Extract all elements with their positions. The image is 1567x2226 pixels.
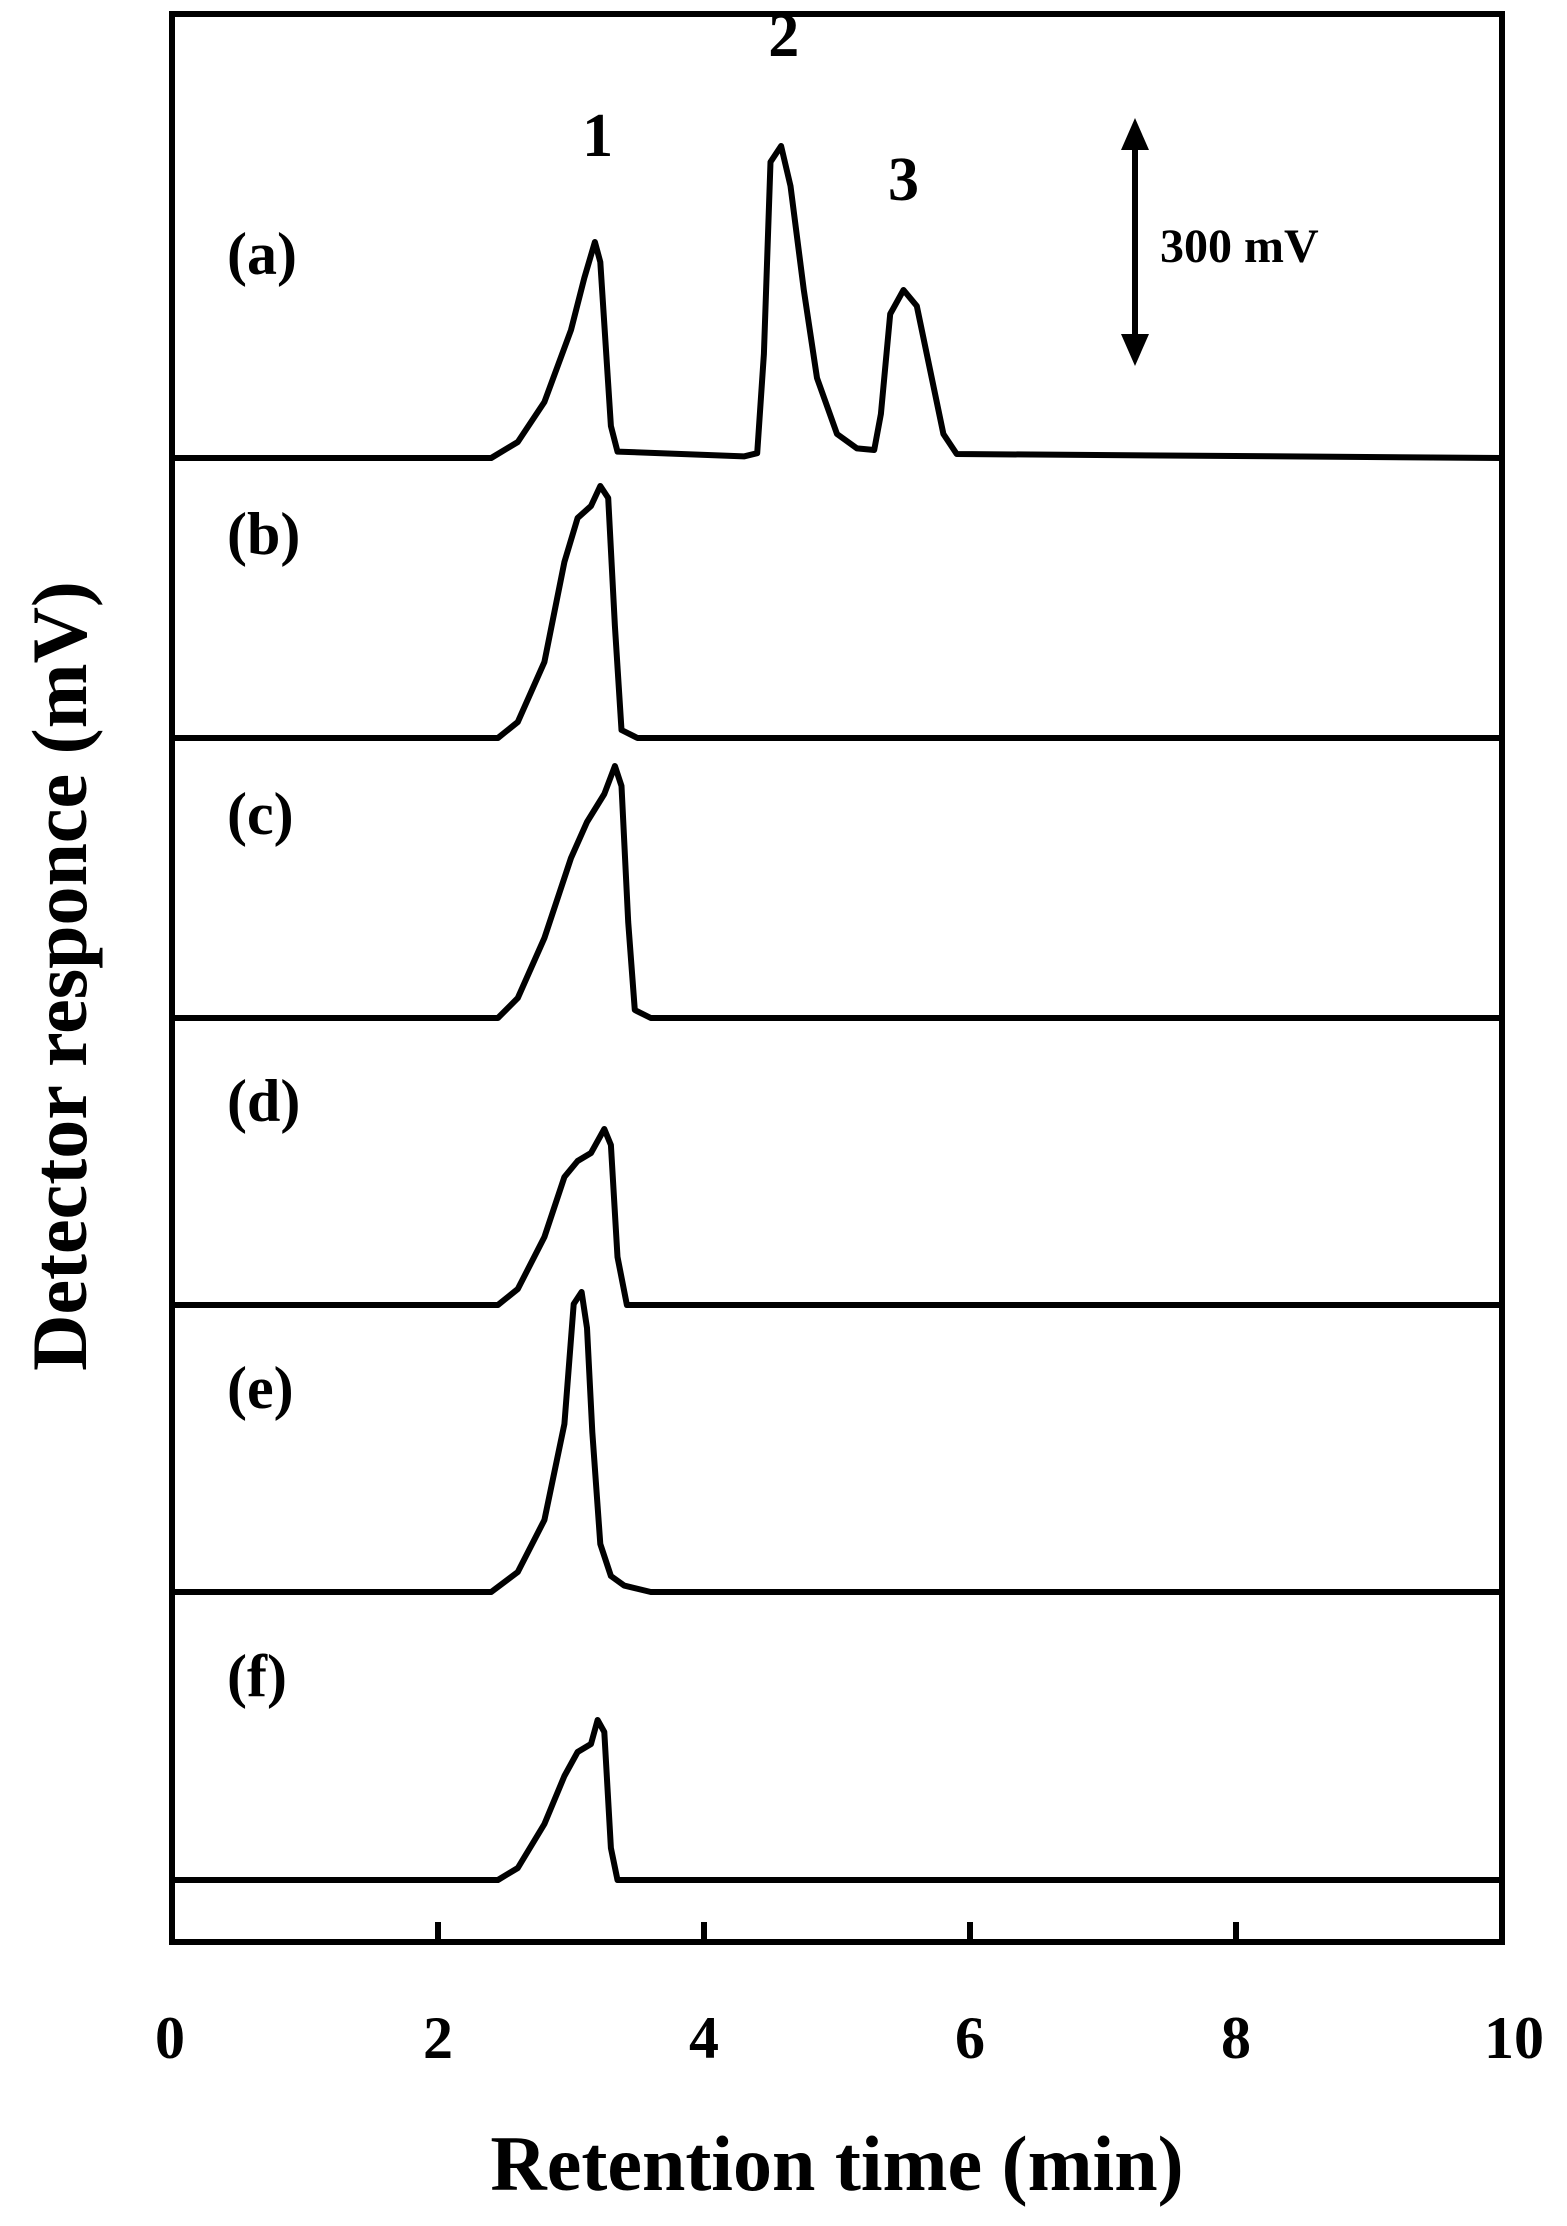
x-tick-label-4: 4 [689,2005,719,2071]
series-line-6 [169,1717,1505,1883]
series-line-5 [169,1289,1505,1595]
x-tick-label-8: 8 [1221,2005,1251,2071]
series-label-1: (a) [227,221,297,287]
scale-bar-arrow-down [1121,334,1149,366]
scale-bar: 300 mV [1121,118,1319,366]
y-axis-label: Detector responce (mV) [16,581,103,1371]
scale-bar-label: 300 mV [1160,220,1319,273]
series-line-1 [169,143,1505,461]
series-label-4: (d) [227,1068,300,1134]
series-line-2 [169,483,1505,741]
series-label-6: (f) [227,1643,287,1709]
x-axis-label: Retention time (min) [490,2120,1183,2207]
peak-label-1: 1 [582,102,613,170]
series-label-3: (c) [227,781,294,847]
series-label-5: (e) [227,1355,294,1421]
series-line-4 [169,1126,1505,1308]
x-tick-label-0: 0 [155,2005,185,2071]
x-tick-label-2: 2 [423,2005,453,2071]
x-tick-label-6: 6 [955,2005,985,2071]
series-line-3 [169,763,1505,1021]
scale-bar-arrow-up [1121,118,1149,150]
peak-label-3: 3 [888,146,919,214]
x-tick-label-10: 10 [1484,2005,1544,2071]
plot-frame [169,11,1505,1945]
series-label-2: (b) [227,501,300,567]
